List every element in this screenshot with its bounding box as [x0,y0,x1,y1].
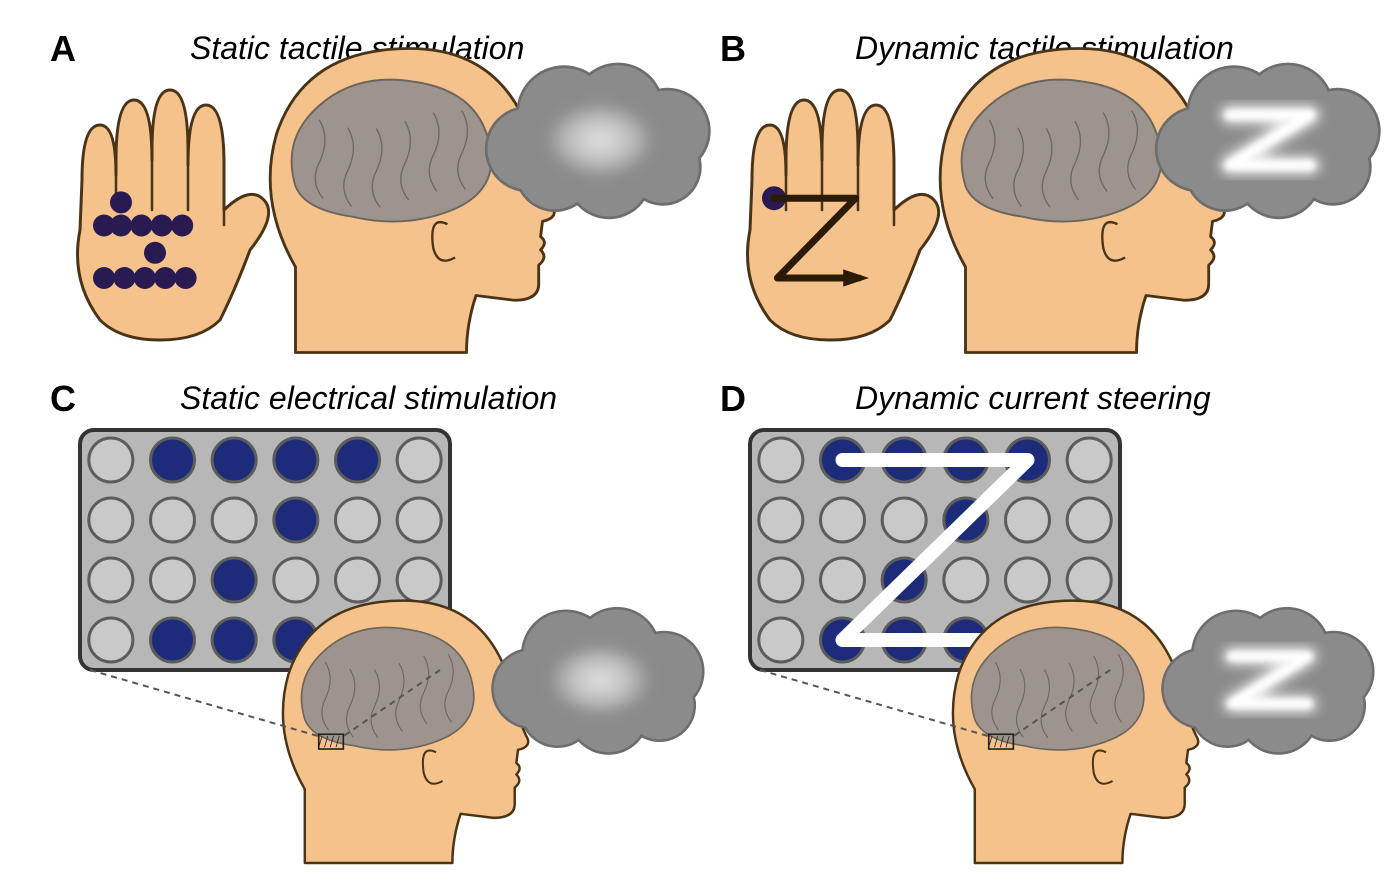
figure-root: A Static tactile stimulation B Dynamic t… [0,0,1400,883]
panel-c [80,430,705,863]
figure-svg [0,0,1400,883]
panel-d [750,430,1375,863]
panel-b [748,49,1381,353]
panel-a [78,49,711,353]
